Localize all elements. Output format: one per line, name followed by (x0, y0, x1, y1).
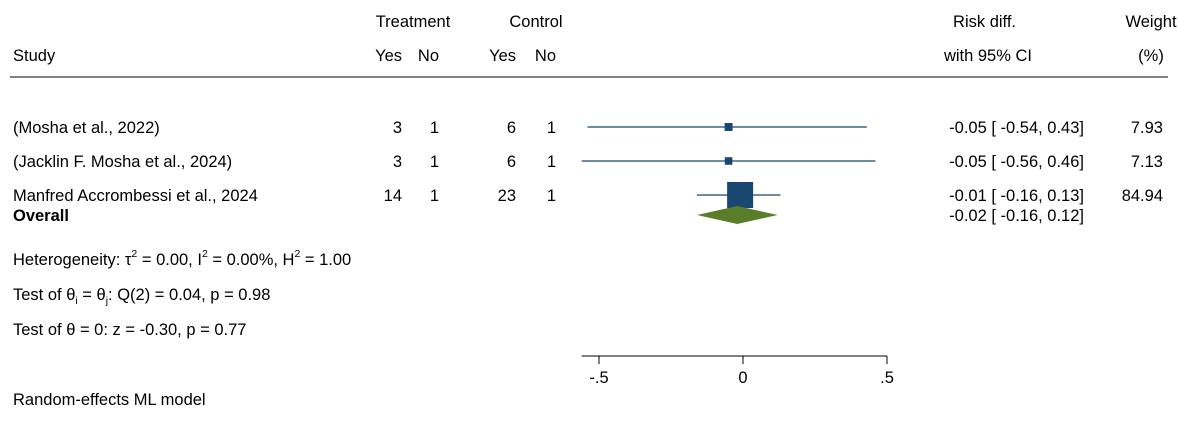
control-yes-count: 6 (507, 119, 516, 137)
treatment-no-count: 1 (430, 187, 439, 205)
footnote: Random-effects ML model (13, 391, 206, 409)
risk-diff-ci: -0.05 [ -0.56, 0.46] (949, 153, 1084, 171)
study-marker (724, 157, 733, 165)
study-weight: 7.93 (1131, 119, 1163, 137)
header-treatment-yes: Yes (375, 47, 402, 65)
treatment-yes-count: 3 (393, 119, 402, 137)
axis-tick-label: 0 (738, 369, 747, 387)
treatment-no-count: 1 (430, 119, 439, 137)
header-risk-diff: Risk diff. (953, 13, 1016, 31)
overall-label: Overall (13, 207, 69, 225)
control-no-count: 1 (547, 187, 556, 205)
risk-diff-ci: -0.05 [ -0.54, 0.43] (949, 119, 1084, 137)
header-control-no: No (535, 47, 556, 65)
axis-tick-label: .5 (880, 369, 894, 387)
study-name: (Mosha et al., 2022) (13, 119, 160, 137)
heterogeneity-line: Heterogeneity: τ2 = 0.00, I2 = 0.00%, H2… (13, 248, 351, 269)
plot-marks (581, 123, 876, 224)
header-ci: with 95% CI (943, 47, 1032, 65)
risk-diff-ci: -0.01 [ -0.16, 0.13] (949, 187, 1084, 205)
header-weight-unit: (%) (1138, 47, 1164, 65)
study-marker (727, 182, 754, 208)
study-name: (Jacklin F. Mosha et al., 2024) (13, 153, 232, 171)
study-weight: 84.94 (1122, 187, 1163, 205)
header-treatment-no: No (418, 47, 439, 65)
axis-tick-label: -.5 (589, 369, 608, 387)
header-treatment: Treatment (376, 13, 451, 31)
study-name: Manfred Accrombessi et al., 2024 (13, 187, 258, 205)
x-axis: -.5 0 .5 (581, 355, 894, 387)
treatment-no-count: 1 (430, 153, 439, 171)
header-weight: Weight (1125, 13, 1176, 31)
header-study: Study (13, 47, 56, 65)
control-no-count: 1 (547, 153, 556, 171)
header-control-yes: Yes (489, 47, 516, 65)
control-yes-count: 23 (498, 187, 516, 205)
study-weight: 7.13 (1131, 153, 1163, 171)
overall-ci: -0.02 [ -0.16, 0.12] (949, 207, 1084, 225)
study-rows: (Mosha et al., 2022) 3 1 6 1 -0.05 [ -0.54, 0… (13, 119, 1163, 205)
header-control: Control (509, 13, 562, 31)
overall-diamond (696, 206, 778, 224)
z-test-line: Test of θ = 0: z = -0.30, p = 0.77 (13, 321, 246, 339)
treatment-yes-count: 14 (384, 187, 402, 205)
control-yes-count: 6 (507, 153, 516, 171)
treatment-yes-count: 3 (393, 153, 402, 171)
q-test-line: Test of θi = θj: Q(2) = 0.04, p = 0.98 (13, 286, 270, 307)
study-marker (724, 123, 733, 131)
control-no-count: 1 (547, 119, 556, 137)
